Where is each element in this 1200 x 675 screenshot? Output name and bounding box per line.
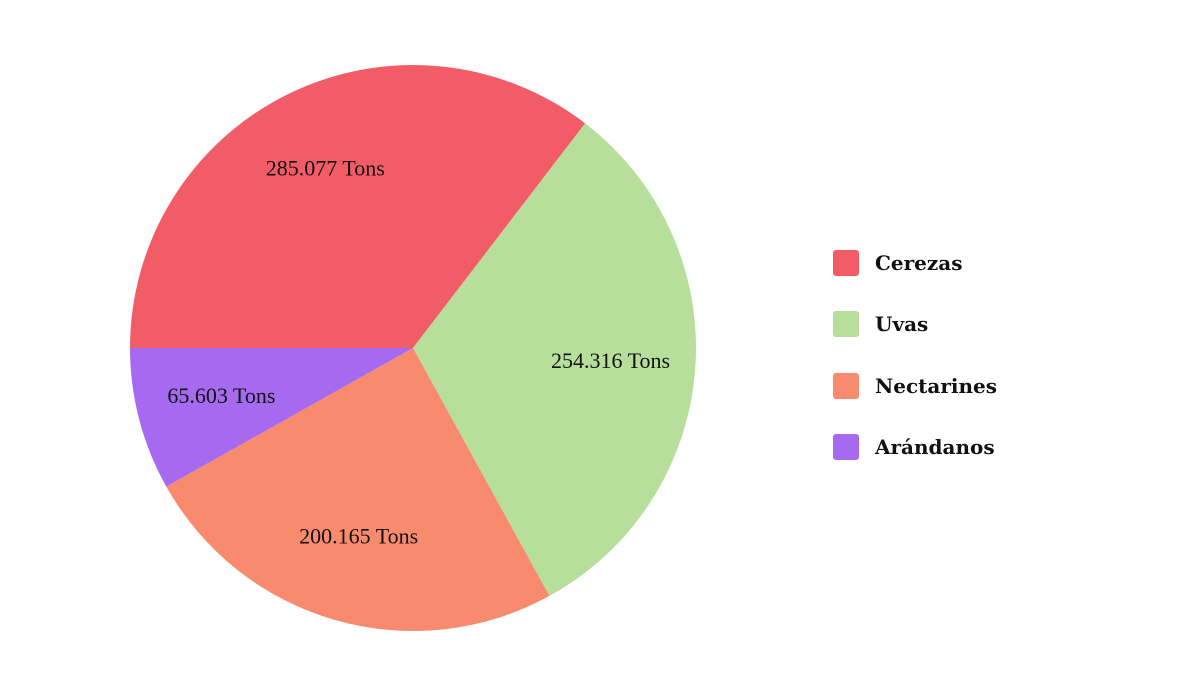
legend-swatch xyxy=(833,434,859,461)
legend: Cerezas Uvas Nectarines Arándanos xyxy=(833,232,997,478)
legend-label: Uvas xyxy=(875,312,929,337)
legend-swatch xyxy=(833,249,859,276)
legend-item-arandanos[interactable]: Arándanos xyxy=(833,417,997,479)
pie-slice-nectarines[interactable] xyxy=(166,348,550,631)
legend-label: Nectarines xyxy=(875,373,998,398)
pie-slice-uvas[interactable] xyxy=(413,123,696,596)
pie-slice-arándanos[interactable] xyxy=(130,348,413,487)
legend-swatch xyxy=(833,311,859,338)
legend-item-uvas[interactable]: Uvas xyxy=(833,294,997,356)
data-label: 285.077 Tons xyxy=(266,155,385,180)
legend-swatch xyxy=(833,372,859,399)
legend-label: Cerezas xyxy=(875,250,963,275)
data-label: 254.316 Tons xyxy=(551,348,670,373)
legend-item-nectarines[interactable]: Nectarines xyxy=(833,355,997,417)
pie-slice-cerezas[interactable] xyxy=(130,64,586,348)
legend-label: Arándanos xyxy=(875,435,995,460)
legend-item-cerezas[interactable]: Cerezas xyxy=(833,232,997,294)
data-label: 200.165 Tons xyxy=(299,524,418,549)
data-label: 65.603 Tons xyxy=(167,383,275,408)
